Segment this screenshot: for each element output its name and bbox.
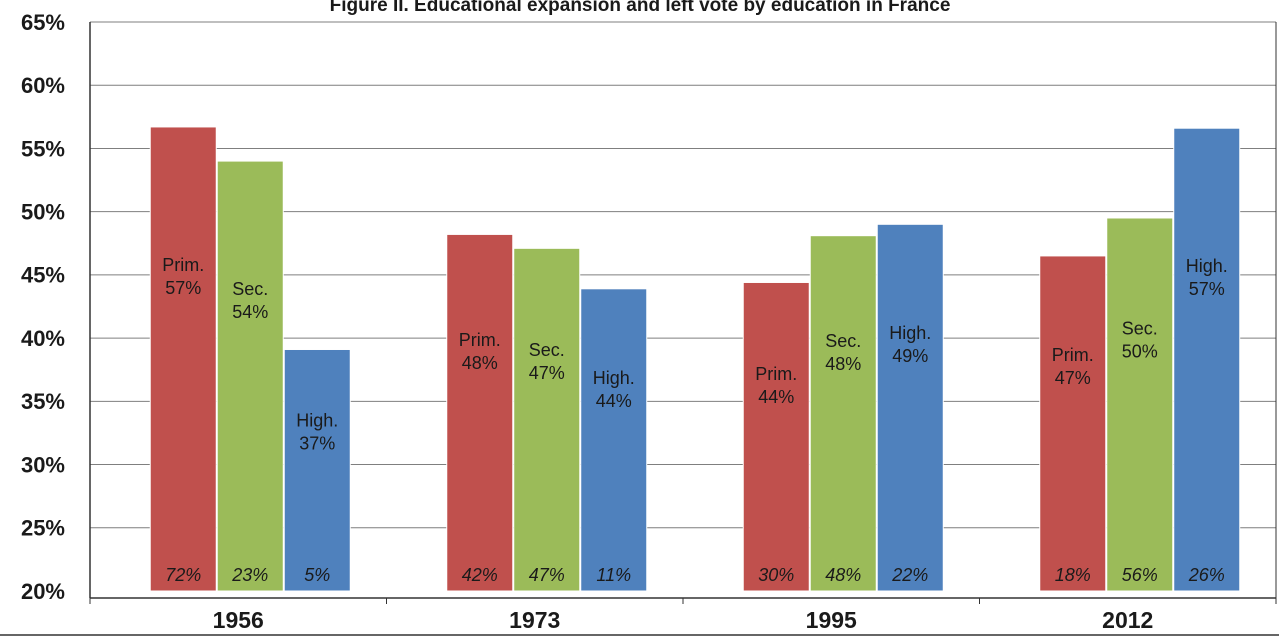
share-label: 5%	[304, 565, 330, 585]
series-name-label: Sec.	[825, 331, 861, 351]
vote-label: 57%	[165, 278, 201, 298]
share-label: 42%	[462, 565, 498, 585]
series-name-label: High.	[889, 323, 931, 343]
y-tick-label: 25%	[21, 516, 65, 541]
x-tick-label: 1995	[806, 607, 857, 633]
series-name-label: Prim.	[755, 364, 797, 384]
bar	[216, 160, 284, 592]
bar	[1039, 255, 1107, 592]
y-tick-label: 65%	[21, 10, 65, 35]
share-label: 26%	[1188, 565, 1225, 585]
y-tick-label: 30%	[21, 452, 65, 477]
series-name-label: High.	[593, 368, 635, 388]
y-tick-label: 45%	[21, 263, 65, 288]
bar	[149, 126, 217, 592]
vote-label: 50%	[1122, 342, 1158, 362]
series-name-label: Sec.	[1122, 319, 1158, 339]
series-name-label: Prim.	[1052, 345, 1094, 365]
vote-label: 54%	[232, 302, 268, 322]
share-label: 56%	[1122, 565, 1158, 585]
vote-label: 49%	[892, 346, 928, 366]
y-tick-label: 50%	[21, 199, 65, 224]
bar	[513, 247, 581, 592]
vote-label: 44%	[758, 387, 794, 407]
x-tick-label: 1956	[213, 607, 264, 633]
bar	[283, 348, 351, 592]
share-label: 48%	[825, 565, 861, 585]
series-name-label: Prim.	[162, 255, 204, 275]
y-tick-label: 35%	[21, 389, 65, 414]
series-name-label: High.	[1186, 256, 1228, 276]
series-name-label: Sec.	[232, 279, 268, 299]
y-tick-label: 40%	[21, 326, 65, 351]
bar	[876, 223, 944, 592]
bar	[580, 288, 648, 592]
bar	[1173, 127, 1241, 592]
vote-label: 47%	[1055, 368, 1091, 388]
vote-label: 47%	[529, 363, 565, 383]
y-tick-label: 60%	[21, 73, 65, 98]
share-label: 22%	[891, 565, 928, 585]
share-label: 72%	[165, 565, 201, 585]
share-label: 18%	[1055, 565, 1091, 585]
series-name-label: Sec.	[529, 340, 565, 360]
vote-label: 44%	[596, 391, 632, 411]
bar	[1106, 217, 1174, 592]
bar	[742, 281, 810, 592]
bar	[446, 233, 514, 592]
share-label: 47%	[529, 565, 565, 585]
share-label: 30%	[758, 565, 794, 585]
chart-title: Figure II. Educational expansion and lef…	[330, 0, 951, 16]
vote-label: 37%	[299, 434, 335, 454]
share-label: 23%	[231, 565, 268, 585]
x-tick-label: 2012	[1102, 607, 1153, 633]
vote-label: 48%	[825, 354, 861, 374]
y-tick-label: 20%	[21, 579, 65, 604]
series-name-label: Prim.	[459, 330, 501, 350]
vote-label: 48%	[462, 353, 498, 373]
bar	[809, 235, 877, 592]
share-label: 11%	[596, 565, 631, 585]
vote-label: 57%	[1189, 279, 1225, 299]
x-tick-label: 1973	[509, 607, 560, 633]
y-tick-label: 55%	[21, 136, 65, 161]
series-name-label: High.	[296, 411, 338, 431]
